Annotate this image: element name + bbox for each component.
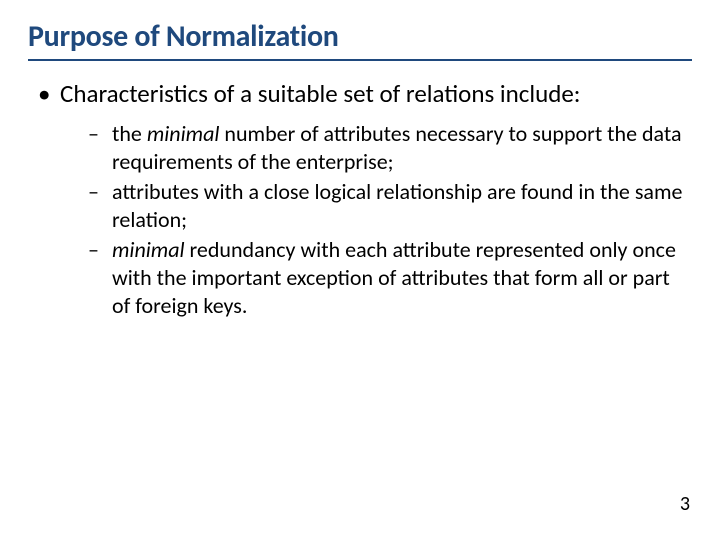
- text-fragment: redundancy with each attribute represent…: [112, 236, 676, 319]
- emphasis-text: minimal: [147, 120, 220, 147]
- intro-text: Characteristics of a suitable set of rel…: [60, 78, 581, 109]
- list-item: Characteristics of a suitable set of rel…: [34, 79, 686, 321]
- list-item: attributes with a close logical relation…: [84, 178, 686, 234]
- bullet-list-level2: the minimal number of attributes necessa…: [60, 120, 686, 321]
- list-item: minimal redundancy with each attribute r…: [84, 236, 686, 320]
- slide-body: Characteristics of a suitable set of rel…: [28, 79, 692, 321]
- slide-title: Purpose of Normalization: [28, 18, 692, 61]
- emphasis-text: minimal: [112, 236, 185, 263]
- list-item: the minimal number of attributes necessa…: [84, 120, 686, 176]
- page-number: 3: [680, 492, 690, 516]
- text-fragment: attributes with a close logical relation…: [112, 178, 683, 233]
- bullet-list-level1: Characteristics of a suitable set of rel…: [34, 79, 686, 321]
- slide: Purpose of Normalization Characteristics…: [0, 0, 720, 540]
- text-fragment: the: [112, 120, 147, 147]
